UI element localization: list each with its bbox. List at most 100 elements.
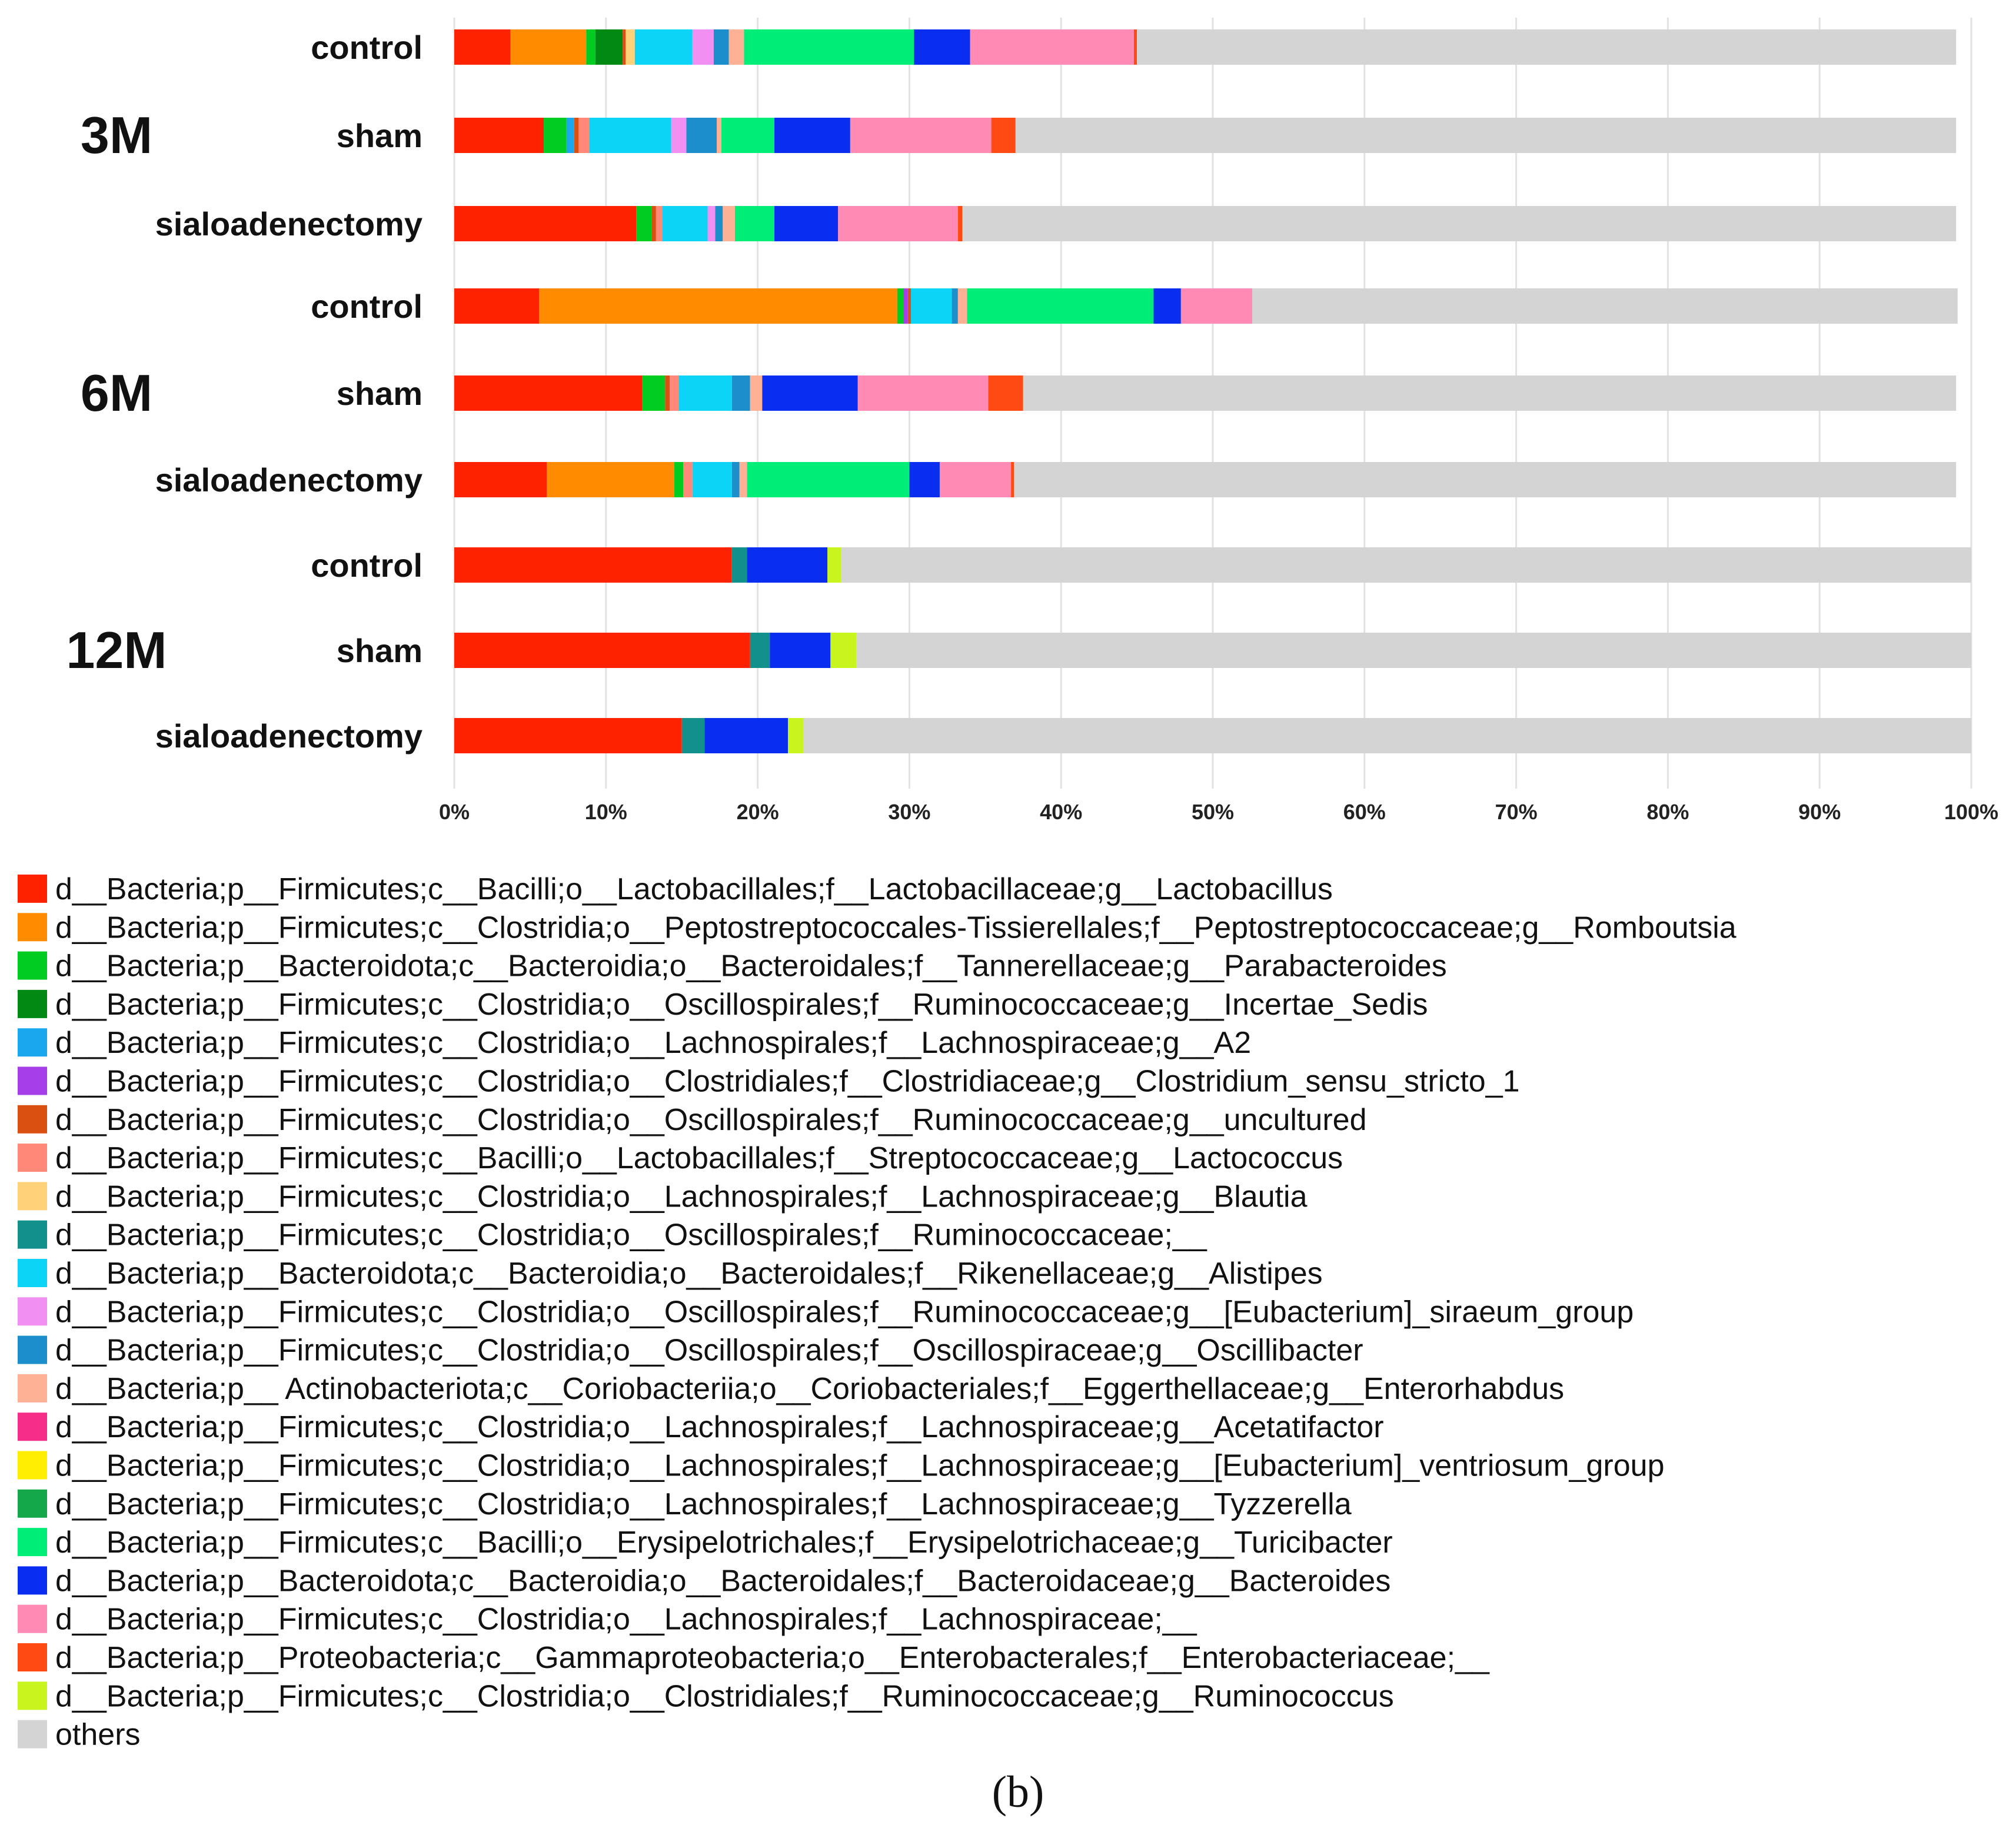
legend-label: others (55, 1718, 141, 1752)
legend-label: d__Bacteria;p__Firmicutes;c__Clostridia;… (55, 988, 1428, 1022)
category-label: control (311, 547, 423, 584)
bar-segment (574, 118, 579, 153)
bar-segment (454, 633, 750, 668)
bar-segment (914, 29, 970, 65)
category-label: sialoadenectomy (155, 205, 423, 242)
bar-segment (671, 118, 687, 153)
bar-segment (586, 29, 596, 65)
bar-segment (731, 462, 740, 497)
bar-segment (857, 375, 989, 411)
bar-segment (539, 288, 897, 324)
legend-label: d__Bacteria;p__Firmicutes;c__Bacilli;o__… (55, 1141, 1343, 1175)
legend-swatch (18, 875, 47, 903)
bar-segment (1023, 375, 1957, 411)
bar-segment (651, 206, 656, 241)
legend-label: d__Bacteria;p__Bacteroidota;c__Bacteroid… (55, 1257, 1323, 1291)
bar-segment (1015, 118, 1957, 153)
bar-segment (747, 547, 828, 583)
group-label: 6M (81, 364, 152, 422)
x-tick-label: 60% (1343, 800, 1386, 824)
legend-swatch (18, 1297, 47, 1326)
bar-segment (750, 633, 770, 668)
legend-swatch (18, 1451, 47, 1480)
bar-segment (991, 118, 1016, 153)
bar-segment (662, 206, 708, 241)
bar-segment (731, 547, 747, 583)
legend-swatch (18, 1489, 47, 1518)
bar-segment (634, 29, 693, 65)
bar-segment (830, 633, 857, 668)
bar-segment (636, 206, 652, 241)
legend-swatch (18, 1374, 47, 1402)
legend-label: d__Bacteria;p__Firmicutes;c__Clostridia;… (55, 1334, 1363, 1368)
bar-segment (692, 462, 732, 497)
bar-segment (544, 118, 567, 153)
bar-segment (907, 288, 911, 324)
legend-swatch (18, 1643, 47, 1671)
bar-segment (957, 206, 963, 241)
x-tick-label: 80% (1646, 800, 1689, 824)
bar-segment (1014, 462, 1957, 497)
bar-segment (623, 29, 626, 65)
bar-segment (939, 462, 1012, 497)
bar-segment (1137, 29, 1957, 65)
bar-segment (731, 375, 750, 411)
bar-segment (454, 118, 544, 153)
legend-label: d__Bacteria;p__ Actinobacteriota;c__Cori… (55, 1372, 1564, 1406)
legend-swatch (18, 1220, 47, 1249)
bar-segment (674, 462, 684, 497)
legend-swatch (18, 1528, 47, 1557)
group-label: 3M (81, 106, 152, 164)
bar-segment (716, 118, 721, 153)
bar-segment (750, 375, 763, 411)
legend-swatch (18, 1412, 47, 1441)
legend-swatch (18, 1066, 47, 1095)
x-tick-label: 20% (737, 800, 779, 824)
x-tick-label: 70% (1495, 800, 1538, 824)
bar-segment (1252, 288, 1958, 324)
bar-segment (692, 29, 714, 65)
category-label: sham (337, 117, 423, 154)
bar-segment (454, 718, 682, 753)
bar-segment (665, 375, 670, 411)
legend-swatch (18, 1182, 47, 1211)
legend-label: d__Bacteria;p__Firmicutes;c__Clostridia;… (55, 1179, 1308, 1214)
bar-segment (681, 718, 705, 753)
legend-swatch (18, 1259, 47, 1287)
x-tick-label: 40% (1040, 800, 1082, 824)
category-label: sialoadenectomy (155, 461, 423, 498)
bar-segment (762, 375, 858, 411)
bar-segment (642, 375, 666, 411)
bar-segment (903, 288, 908, 324)
bar-segment (578, 118, 590, 153)
legend-label: d__Bacteria;p__Firmicutes;c__Clostridia;… (55, 1410, 1384, 1444)
legend-label: d__Bacteria;p__Firmicutes;c__Clostridia;… (55, 1603, 1197, 1637)
category-label: sham (337, 632, 423, 669)
bar-segment (967, 288, 1154, 324)
bar-segment (454, 206, 637, 241)
bar-segment (454, 288, 540, 324)
bar-segment (739, 462, 747, 497)
legend-swatch (18, 951, 47, 980)
bars-area (454, 29, 1971, 753)
bar-segment (774, 206, 839, 241)
bar-segment (1133, 29, 1137, 65)
category-label: control (311, 29, 423, 66)
bar-segment (1153, 288, 1181, 324)
x-tick-label: 30% (888, 800, 930, 824)
legend-swatch (18, 1335, 47, 1364)
bar-segment (970, 29, 1134, 65)
bar-segment (803, 718, 1971, 753)
bar-segment (454, 29, 511, 65)
bar-segment (707, 206, 716, 241)
bar-segment (770, 633, 831, 668)
bar-segment (838, 206, 958, 241)
legend-swatch (18, 989, 47, 1018)
legend-label: d__Bacteria;p__Firmicutes;c__Bacilli;o__… (55, 872, 1333, 906)
bar-segment (952, 288, 958, 324)
bar-segment (715, 206, 723, 241)
bar-segment (589, 118, 671, 153)
bar-segment (721, 118, 774, 153)
legend-label: d__Bacteria;p__Firmicutes;c__Clostridia;… (55, 910, 1736, 945)
